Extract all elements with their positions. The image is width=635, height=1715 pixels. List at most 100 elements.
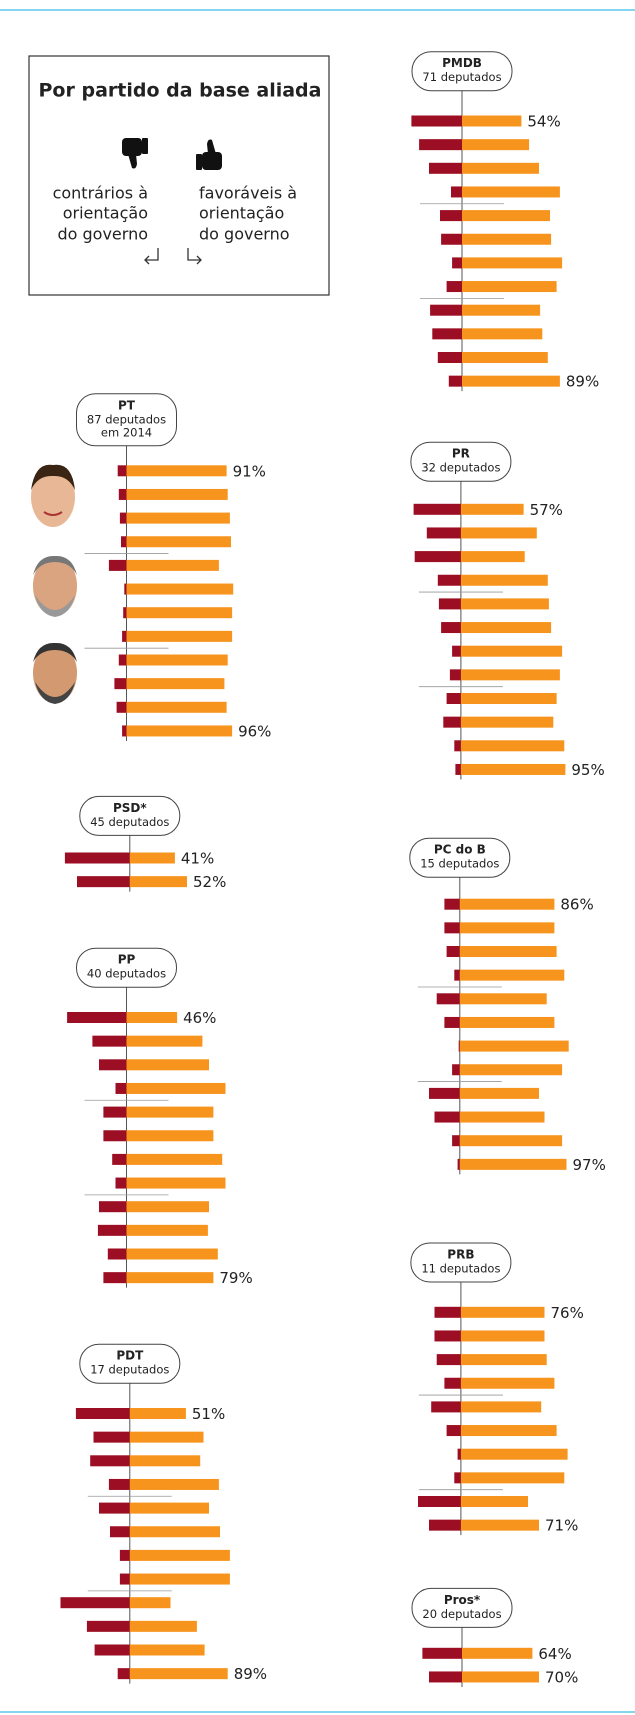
against-line: orientação	[63, 204, 148, 223]
bar-against	[411, 115, 462, 127]
bar-for	[460, 1448, 568, 1460]
bar-against	[118, 654, 127, 666]
bar-against	[414, 551, 461, 563]
party-bubble	[79, 795, 181, 836]
bar-against	[434, 1306, 461, 1318]
bar-for	[129, 1620, 197, 1632]
face	[31, 464, 75, 527]
party-bubble	[79, 1343, 181, 1384]
bar-for	[126, 1153, 223, 1165]
bar-for	[126, 536, 231, 548]
bar-against	[122, 630, 127, 642]
value-label: 89%	[234, 1665, 267, 1683]
bar-for	[129, 876, 187, 888]
bar-against	[103, 1272, 127, 1284]
bar-against	[454, 1472, 461, 1484]
party-name: Pros*	[444, 1593, 481, 1607]
bar-for	[459, 946, 557, 957]
bar-for	[462, 233, 552, 245]
party-bubble	[76, 947, 177, 988]
bar-against	[75, 1408, 130, 1419]
bar-for	[129, 852, 175, 864]
legend-box: Por partido da base aliada contrários à …	[28, 55, 330, 296]
bar-for	[462, 304, 541, 316]
value-label: 41%	[181, 850, 214, 868]
bar-against	[92, 1035, 127, 1047]
bar-against	[434, 1330, 461, 1342]
bar-against	[444, 898, 460, 910]
party-name: PDT	[116, 1349, 144, 1363]
bar-against	[114, 678, 127, 690]
bar-against	[124, 583, 127, 595]
party-name: PT	[118, 398, 136, 412]
bar-for	[460, 1354, 547, 1366]
value-label: 71%	[545, 1517, 578, 1535]
bar-for	[126, 512, 230, 524]
bar-for	[462, 375, 560, 387]
bar-against	[108, 1478, 130, 1490]
bar-against	[119, 512, 127, 524]
bar-for	[129, 1597, 171, 1609]
bar-against	[444, 922, 460, 934]
bar-against	[429, 1671, 462, 1683]
party-name: PRB	[447, 1248, 474, 1262]
bar-against	[117, 465, 127, 477]
bar-for	[460, 1472, 565, 1484]
bar-for	[460, 669, 560, 681]
party-chart: Pros*20 deputados 64% 70%	[411, 1587, 578, 1687]
bar-against	[441, 233, 462, 245]
for-line: favoráveis à	[199, 184, 297, 203]
bar-for	[462, 281, 557, 293]
bar-against	[434, 1111, 460, 1123]
bar-for	[129, 1668, 228, 1680]
thumb-up	[196, 139, 222, 170]
party-subtitle: 40 deputados	[87, 967, 166, 981]
value-label: 54%	[527, 113, 560, 131]
party-bubble	[76, 393, 177, 447]
bar-for	[129, 1549, 230, 1561]
bar-for	[129, 1431, 204, 1443]
for-line: do governo	[199, 225, 290, 244]
party-bubble	[410, 441, 512, 482]
bar-for	[460, 1496, 528, 1507]
bar-against	[93, 1431, 130, 1443]
bar-for	[460, 1306, 545, 1318]
bar-for	[460, 645, 563, 657]
party-subtitle: 32 deputados	[421, 461, 500, 475]
bar-against	[121, 536, 127, 548]
bar-against	[429, 162, 462, 174]
party-subtitle: 87 deputados	[87, 412, 166, 426]
bar-against	[446, 281, 462, 293]
bar-against	[116, 701, 127, 713]
bar-for	[126, 630, 233, 642]
bar-against	[117, 1668, 130, 1680]
bar-against	[99, 1502, 130, 1514]
bar-for	[126, 1248, 218, 1260]
bar-against	[77, 876, 130, 888]
party-subtitle: 17 deputados	[90, 1363, 169, 1377]
against-line: contrários à	[53, 184, 148, 203]
bar-against	[443, 716, 461, 728]
party-subtitle: 11 deputados	[421, 1262, 500, 1276]
bar-for	[126, 1106, 214, 1118]
bar-against	[413, 503, 461, 515]
bar-for	[462, 115, 522, 127]
bar-against	[458, 1040, 460, 1052]
bar-for	[462, 162, 539, 174]
party-name: PSD*	[113, 801, 147, 815]
bar-against	[99, 1201, 127, 1213]
bar-for	[460, 551, 525, 563]
bar-against	[446, 693, 461, 704]
value-label: 76%	[551, 1304, 584, 1322]
bar-against	[115, 1177, 127, 1189]
party-subtitle: 45 deputados	[90, 815, 169, 829]
party-name: PR	[452, 447, 470, 461]
bar-for	[129, 1502, 209, 1514]
bar-for	[460, 503, 524, 515]
bar-against	[118, 488, 127, 500]
bar-against	[119, 1573, 130, 1585]
bar-for	[459, 1064, 563, 1076]
